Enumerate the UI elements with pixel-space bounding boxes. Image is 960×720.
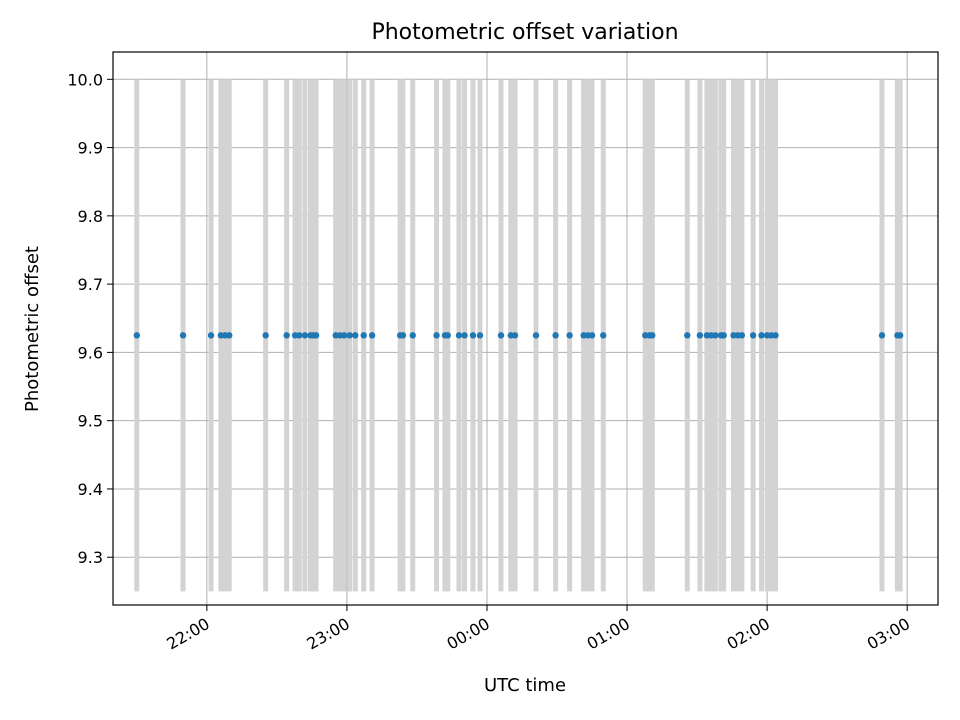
data-point — [600, 332, 607, 339]
y-tick-label: 10.0 — [67, 70, 103, 89]
data-point — [684, 332, 691, 339]
grid-layer — [113, 52, 938, 605]
data-point — [566, 332, 573, 339]
data-point — [588, 332, 596, 339]
data-point — [399, 332, 407, 339]
data-point — [649, 332, 656, 339]
y-tick-label: 9.4 — [78, 480, 103, 499]
data-point — [772, 332, 779, 339]
x-axis-label: UTC time — [484, 675, 566, 696]
data-point — [312, 332, 320, 339]
data-point — [133, 332, 141, 339]
data-point — [896, 332, 904, 339]
data-point — [360, 332, 367, 339]
data-point — [296, 332, 303, 339]
data-point — [758, 332, 765, 339]
data-point — [696, 332, 704, 339]
y-tick-label: 9.5 — [78, 412, 103, 431]
data-point — [433, 332, 440, 339]
data-point — [444, 332, 451, 339]
y-axis-label: Photometric offset — [22, 246, 43, 412]
y-tick-label: 9.3 — [78, 548, 103, 567]
data-point — [720, 332, 727, 339]
data-point — [179, 332, 187, 339]
y-axis: 9.3 9.4 9.5 9.6 9.7 9.8 9.9 10.0 — [67, 70, 113, 567]
data-point — [455, 332, 463, 339]
data-point — [352, 332, 359, 339]
data-point — [346, 332, 353, 339]
data-point — [878, 332, 886, 339]
data-point — [207, 332, 215, 339]
data-point — [409, 332, 416, 339]
data-point — [340, 332, 348, 339]
plot-area-background — [113, 52, 938, 605]
data-point — [226, 332, 233, 339]
data-point — [749, 332, 757, 339]
plot-frame — [112, 51, 939, 606]
y-tick-label: 9.6 — [78, 343, 103, 362]
data-point — [262, 332, 269, 339]
data-point — [368, 332, 376, 339]
data-point — [511, 332, 519, 339]
data-point — [738, 332, 746, 339]
data-point — [301, 332, 309, 339]
data-point — [497, 332, 505, 339]
data-point — [712, 332, 719, 339]
data-point — [552, 332, 559, 339]
data-point — [476, 332, 484, 339]
data-point — [469, 332, 477, 339]
data-point — [283, 332, 290, 339]
y-tick-label: 9.9 — [78, 139, 103, 158]
y-tick-label: 9.7 — [78, 275, 103, 294]
chart-title: Photometric offset variation — [371, 20, 678, 45]
data-point — [532, 332, 540, 339]
y-tick-label: 9.8 — [78, 207, 103, 226]
point-layer — [133, 332, 904, 339]
data-point — [461, 332, 468, 339]
